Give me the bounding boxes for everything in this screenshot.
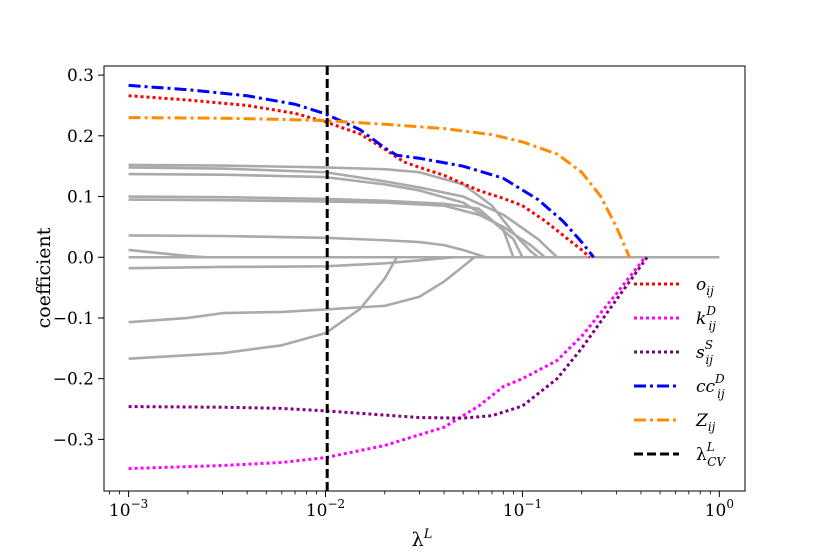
gray-path-4 — [128, 195, 515, 258]
x-tick-label: 10−1 — [503, 497, 542, 521]
y-axis-ticks: 0.3 0.2 0.1 0.0 −0.1 −0.2 −0.3 — [53, 66, 104, 450]
x-axis-label-base: λ — [412, 529, 424, 551]
y-axis-label: coefficient — [33, 227, 55, 328]
series-path-cc-4 — [128, 83, 595, 259]
legend: oij kD ij sS ij ccD ij Zij λL CV — [634, 275, 726, 469]
series-path-Z-5 — [128, 116, 631, 258]
y-tick-label: 0.3 — [67, 66, 94, 86]
legend-label: oij — [696, 275, 714, 298]
x-axis-label-sup: L — [423, 527, 433, 542]
y-tick-label: 0.2 — [67, 127, 94, 147]
x-tick-label: 10−2 — [306, 497, 345, 521]
legend-label: kD ij — [696, 304, 716, 333]
gray-path-6 — [128, 234, 486, 259]
legend-label: Zij — [695, 411, 716, 434]
y-tick-label: 0.0 — [67, 248, 94, 268]
x-axis-ticks: 10−3 10−2 10−1 100 — [109, 491, 734, 521]
highlighted-coefficient-paths — [128, 83, 649, 471]
gray-path-2 — [128, 166, 558, 259]
series-path-k-2 — [128, 256, 647, 471]
gray-path-1 — [128, 163, 539, 259]
y-tick-label: −0.1 — [53, 309, 94, 329]
gray-path-9 — [128, 256, 476, 324]
gray-path-3 — [128, 172, 524, 258]
x-tick-label: 100 — [705, 497, 734, 521]
legend-label: ccD ij — [696, 372, 725, 401]
series-path-o-1 — [128, 94, 591, 259]
y-tick-label: 0.1 — [67, 188, 94, 208]
legend-label: sS ij — [696, 338, 713, 367]
x-tick-label: 10−3 — [109, 497, 148, 521]
gray-path-8 — [128, 255, 455, 270]
y-tick-label: −0.3 — [53, 430, 94, 450]
gray-coefficient-paths — [128, 163, 720, 360]
legend-label: λL CV — [696, 440, 726, 469]
plot-background — [104, 66, 745, 491]
y-tick-label: −0.2 — [53, 370, 94, 390]
gray-path-10 — [128, 256, 398, 360]
plot-frame — [103, 65, 746, 492]
x-axis-label: λL — [412, 527, 433, 551]
gray-path-5 — [128, 198, 546, 259]
